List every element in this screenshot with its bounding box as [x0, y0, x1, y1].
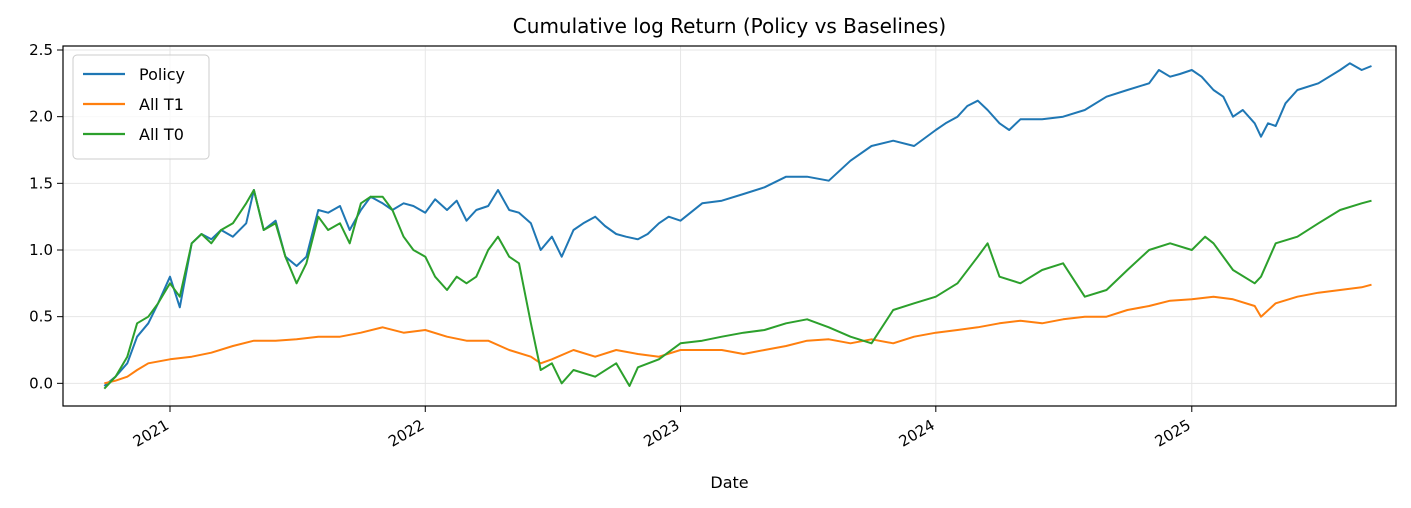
- x-axis-label: Date: [710, 473, 748, 492]
- legend: Policy All T1 All T0: [72, 54, 210, 160]
- y-tick-label: 1.5: [29, 174, 53, 192]
- legend-label-all-t1: All T1: [139, 95, 184, 114]
- series-line-all-t0: [103, 189, 1372, 390]
- y-tick-label: 2.5: [29, 41, 53, 59]
- series-layer: [103, 62, 1372, 390]
- y-tick-label: 1.0: [29, 241, 53, 259]
- chart-title: Cumulative log Return (Policy vs Baselin…: [513, 14, 946, 38]
- y-tick-label: 0.0: [29, 374, 53, 392]
- y-tick-label: 2.0: [29, 108, 53, 126]
- y-tick-label: 0.5: [29, 308, 53, 326]
- plot-frame: [62, 45, 1397, 407]
- legend-label-policy: Policy: [139, 65, 185, 84]
- legend-label-all-t0: All T0: [139, 125, 184, 144]
- series-line-all-t1: [104, 283, 1372, 385]
- grid: [63, 46, 1396, 406]
